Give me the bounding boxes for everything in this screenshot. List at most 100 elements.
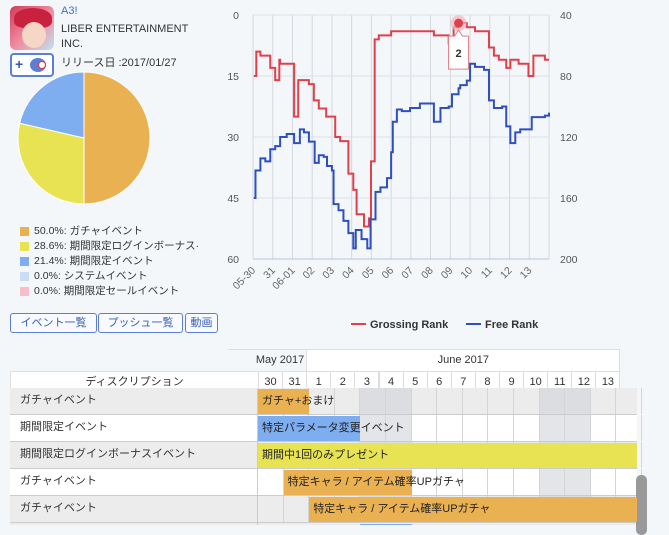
y-left-tick-label: 60 bbox=[227, 254, 239, 266]
day-cell bbox=[437, 388, 463, 414]
row-description: ガチャイベント bbox=[10, 388, 258, 414]
event-bar[interactable]: 期間中1回のみプレゼント bbox=[258, 443, 637, 468]
day-cell bbox=[488, 415, 514, 441]
legend-item[interactable]: 0.0%: システムイベント bbox=[20, 269, 220, 284]
pie-slice bbox=[17, 122, 85, 205]
x-tick-label: 03 bbox=[320, 265, 337, 282]
event-list-button[interactable]: イベント一覧 bbox=[10, 313, 97, 333]
day-cell bbox=[437, 415, 463, 441]
gantt-row: ガチャイベント 特定キャラ / アイテム確率UPガチャ bbox=[10, 496, 642, 523]
legend-item[interactable]: 0.0%: 期間限定セールイベント bbox=[20, 284, 220, 299]
release-date: リリース日 :2017/01/27 bbox=[61, 57, 177, 69]
month-header: June 2017 bbox=[306, 349, 621, 372]
event-bar[interactable]: ガチャ+おまけ bbox=[258, 389, 334, 414]
gantt-row: ガチャイベント ガチャ+おまけ bbox=[10, 388, 642, 415]
tooltip-point bbox=[454, 18, 464, 28]
push-list-button[interactable]: プッシュ一覧 bbox=[98, 313, 183, 333]
x-tick-label: 09 bbox=[439, 265, 456, 282]
pie-chart bbox=[17, 71, 151, 205]
video-button[interactable]: 動画 bbox=[185, 313, 218, 333]
y-right-tick-label: 200 bbox=[560, 254, 578, 266]
day-cell bbox=[539, 388, 566, 414]
day-cell bbox=[488, 469, 514, 495]
event-bar[interactable]: 特定キャラ / アイテム確率UPガチャ bbox=[309, 497, 637, 522]
x-tick-label: 10 bbox=[458, 265, 475, 282]
day-cell bbox=[514, 469, 540, 495]
publisher: LIBER ENTERTAINMENT INC. bbox=[61, 23, 189, 50]
day-cell bbox=[412, 388, 438, 414]
day-cell bbox=[565, 415, 591, 441]
day-cell bbox=[437, 469, 463, 495]
x-tick-label: 07 bbox=[399, 265, 416, 282]
y-left-tick-label: 45 bbox=[227, 193, 239, 205]
day-cell bbox=[335, 388, 361, 414]
x-tick-label: 04 bbox=[340, 265, 357, 282]
row-description: 期間限定ログインボーナスイベント bbox=[10, 442, 258, 468]
x-tick-label: 06-01 bbox=[270, 265, 298, 293]
x-tick-label: 11 bbox=[479, 265, 495, 281]
day-cell bbox=[565, 388, 591, 414]
y-right-tick-label: 40 bbox=[560, 10, 572, 22]
legend-label: Free Rank bbox=[485, 319, 539, 331]
event-gantt: May 2017 June 2017 ディスクリプション 30 31 1 2 3 4 5 6 7 8 9 1… bbox=[10, 349, 650, 525]
app-icon[interactable] bbox=[10, 6, 54, 50]
legend-label: 0.0%: システムイベント bbox=[34, 270, 148, 282]
app-name-link[interactable]: A3! bbox=[61, 5, 78, 17]
pie-slice bbox=[83, 71, 151, 205]
day-cell bbox=[539, 415, 566, 441]
day-cell bbox=[258, 469, 284, 495]
pie-slice bbox=[19, 71, 85, 139]
day-cell bbox=[616, 415, 642, 441]
scrollbar[interactable] bbox=[636, 475, 647, 535]
legend-swatch bbox=[20, 272, 29, 281]
legend-label: Grossing Rank bbox=[370, 319, 449, 331]
day-cell bbox=[539, 469, 566, 495]
gantt-row: 期間限定イベント 特定パラメータ変更イベント bbox=[10, 415, 642, 442]
day-cell bbox=[284, 496, 310, 522]
legend-swatch bbox=[20, 287, 29, 296]
tooltip-box bbox=[448, 29, 470, 70]
y-left-tick-label: 15 bbox=[227, 71, 239, 83]
follow-button[interactable]: + bbox=[10, 53, 54, 77]
day-cell bbox=[360, 415, 386, 441]
row-description bbox=[10, 523, 258, 525]
x-tick-label: 08 bbox=[419, 265, 436, 282]
day-cell bbox=[309, 388, 335, 414]
legend-swatch bbox=[20, 242, 29, 251]
x-tick-label: 05 bbox=[360, 265, 377, 282]
day-cell bbox=[360, 388, 386, 414]
y-left-tick-label: 0 bbox=[233, 10, 239, 22]
day-cell bbox=[463, 469, 489, 495]
day-cell bbox=[488, 388, 514, 414]
legend-item[interactable]: 21.4%: 期間限定イベント bbox=[20, 254, 220, 269]
legend-item[interactable]: 50.0%: ガチャイベント bbox=[20, 224, 220, 239]
tooltip-value: 2 bbox=[455, 48, 461, 60]
day-cell bbox=[565, 469, 591, 495]
legend-label: 0.0%: 期間限定セールイベント bbox=[34, 285, 180, 297]
day-cell bbox=[412, 469, 438, 495]
legend-label: 21.4%: 期間限定イベント bbox=[34, 255, 154, 267]
x-tick-label: 12 bbox=[498, 265, 515, 282]
day-cell bbox=[591, 415, 617, 441]
gantt-row: ガチャイベント 特定キャラ / アイテム確率UPガチャ bbox=[10, 469, 642, 496]
gantt-row: 期間限定ログインボーナスイベント 期間中1回のみプレゼント bbox=[10, 442, 642, 469]
x-tick-label: 06 bbox=[380, 265, 397, 282]
event-bar[interactable]: 特定キャラ / アイテム確率UPガチャ bbox=[283, 470, 465, 495]
row-description: ガチャイベント bbox=[10, 496, 258, 522]
legend-item[interactable]: 28.6%: 期間限定ログインボーナス· bbox=[20, 239, 220, 254]
legend-swatch bbox=[20, 227, 29, 236]
legend-label: 28.6%: 期間限定ログインボーナス· bbox=[34, 240, 200, 252]
series-line-grossing-rank bbox=[253, 22, 549, 228]
event-bar[interactable]: 特定パラメータ変更イベント bbox=[258, 416, 405, 441]
day-cell bbox=[463, 415, 489, 441]
day-cell bbox=[591, 469, 617, 495]
row-description: 期間限定イベント bbox=[10, 415, 258, 441]
day-cell bbox=[591, 388, 617, 414]
day-cell bbox=[616, 388, 642, 414]
series-line-free-rank bbox=[253, 62, 550, 250]
day-cell bbox=[514, 415, 540, 441]
day-cell bbox=[412, 415, 438, 441]
day-cell bbox=[514, 388, 540, 414]
row-description: ガチャイベント bbox=[10, 469, 258, 495]
